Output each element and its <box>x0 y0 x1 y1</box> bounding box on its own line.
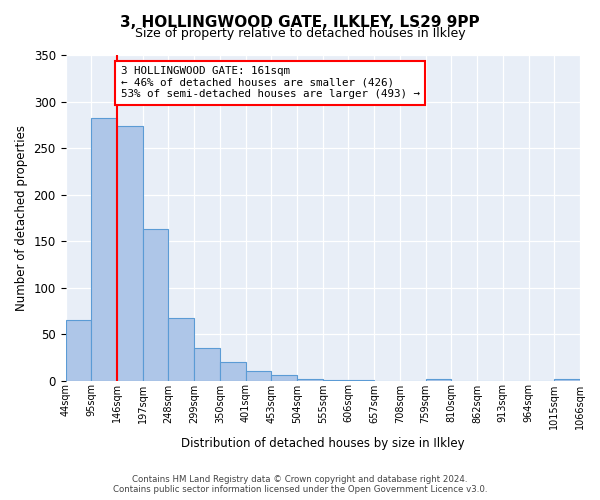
Bar <box>143 229 169 380</box>
Bar <box>245 371 271 380</box>
Bar <box>425 378 451 380</box>
Bar <box>169 318 194 380</box>
Bar <box>220 362 245 380</box>
Y-axis label: Number of detached properties: Number of detached properties <box>15 125 28 311</box>
Text: 3 HOLLINGWOOD GATE: 161sqm
← 46% of detached houses are smaller (426)
53% of sem: 3 HOLLINGWOOD GATE: 161sqm ← 46% of deta… <box>121 66 420 100</box>
Bar <box>271 375 297 380</box>
X-axis label: Distribution of detached houses by size in Ilkley: Distribution of detached houses by size … <box>181 437 464 450</box>
Bar <box>194 348 220 380</box>
Bar <box>91 118 117 380</box>
Bar <box>65 320 91 380</box>
Bar <box>554 378 580 380</box>
Text: Size of property relative to detached houses in Ilkley: Size of property relative to detached ho… <box>134 28 466 40</box>
Bar <box>117 126 143 380</box>
Text: 3, HOLLINGWOOD GATE, ILKLEY, LS29 9PP: 3, HOLLINGWOOD GATE, ILKLEY, LS29 9PP <box>120 15 480 30</box>
Bar <box>297 378 323 380</box>
Text: Contains HM Land Registry data © Crown copyright and database right 2024.
Contai: Contains HM Land Registry data © Crown c… <box>113 474 487 494</box>
